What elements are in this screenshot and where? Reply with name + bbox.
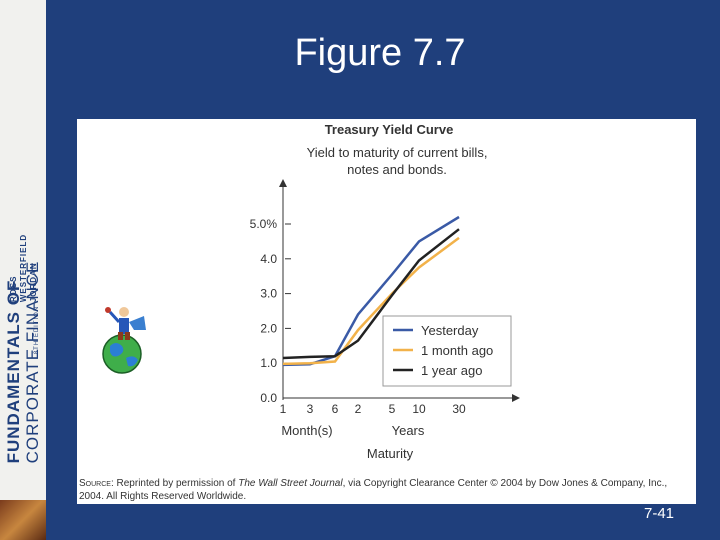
y-axis-arrow-icon <box>279 179 287 187</box>
source-text-1: Reprinted by permission of <box>113 478 239 489</box>
x-tick-label: 2 <box>355 402 362 416</box>
x-tick-label: 30 <box>452 402 466 416</box>
book-title-line2: CORPORATE FINANCE <box>23 260 42 464</box>
figure-panel: Treasury Yield Curve Yield to maturity o… <box>77 119 696 504</box>
y-tick-label: 0.0 <box>260 391 277 405</box>
x-tick-label: 6 <box>332 402 339 416</box>
y-ticks: 0.0 1.0 2.0 3.0 4.0 5.0% <box>250 217 291 405</box>
y-tick-label: 3.0 <box>260 287 277 301</box>
y-tick-label: 2.0 <box>260 321 277 335</box>
series-lines <box>282 215 460 367</box>
y-tick-label: 4.0 <box>260 252 277 266</box>
source-prefix: Source: <box>79 478 114 489</box>
chart-title: Treasury Yield Curve <box>325 122 454 137</box>
sidebar-divider <box>46 0 49 540</box>
x-tick-label: 3 <box>307 402 314 416</box>
slide-number: 7-41 <box>644 505 675 522</box>
x-tick-label: 5 <box>389 402 396 416</box>
legend-label: 1 month ago <box>421 343 493 358</box>
x-axis-label: Maturity <box>367 446 414 461</box>
y-tick-label: 1.0 <box>260 356 277 370</box>
x-group-label-years: Years <box>392 423 425 438</box>
x-group-label-months: Month(s) <box>281 423 332 438</box>
book-title-line1: FUNDAMENTALS OF <box>4 279 23 464</box>
series-line-1 <box>282 236 460 366</box>
x-axis-arrow-icon <box>512 394 520 402</box>
x-ticks: 1 3 6 2 5 10 30 <box>280 402 466 416</box>
chart-legend: Yesterday 1 month ago 1 year ago <box>382 315 512 387</box>
source-journal: The Wall Street Journal <box>238 478 343 489</box>
x-tick-label: 10 <box>412 402 426 416</box>
book-title: FUNDAMENTALS OF CORPORATE FINANCE <box>4 261 42 464</box>
source-text-2: , via Copyright Clearance Center © 2004 … <box>79 478 668 502</box>
y-tick-label: 5.0% <box>250 217 278 231</box>
source-note: Source: Reprinted by permission of The W… <box>79 477 694 503</box>
legend-label: Yesterday <box>421 323 479 338</box>
x-tick-label: 1 <box>280 402 287 416</box>
cover-art-image <box>0 500 46 540</box>
book-spine: ROSS WESTERFIELD JORDAN 8TH EDITION FUND… <box>0 0 46 540</box>
legend-label: 1 year ago <box>421 363 482 378</box>
globe-mascot-icon <box>102 307 146 374</box>
series-line-2 <box>282 228 460 360</box>
yield-curve-chart: Treasury Yield Curve Yield to maturity o… <box>250 122 520 461</box>
slide-title: Figure 7.7 <box>294 32 466 74</box>
chart-subtitle-line1: Yield to maturity of current bills, <box>307 145 488 160</box>
chart-subtitle-line2: notes and bonds. <box>347 162 447 177</box>
